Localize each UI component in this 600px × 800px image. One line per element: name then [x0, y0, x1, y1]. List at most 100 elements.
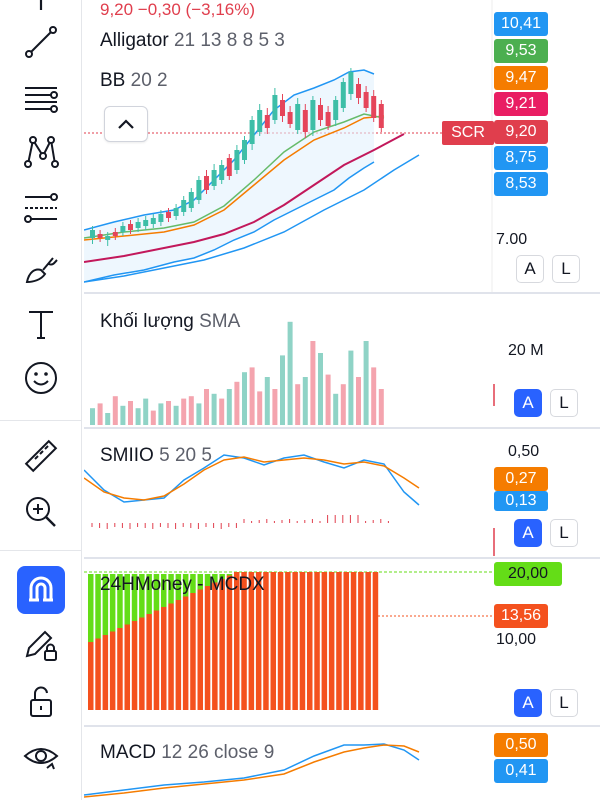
- mcdx-orange-bar: [146, 614, 152, 710]
- volume-axis-label: 20 M: [508, 342, 544, 359]
- emoji-tool-icon[interactable]: [17, 354, 65, 402]
- volume-name: Khối lượng: [100, 311, 194, 332]
- pane-divider[interactable]: [84, 725, 600, 727]
- mcdx-tag-value: 13,56: [494, 604, 548, 628]
- mcdx-green-bar: [109, 574, 116, 632]
- pane-divider[interactable]: [84, 292, 600, 294]
- candle-body: [150, 218, 156, 224]
- chart-area[interactable]: 9,20 −0,30 (−3,16%) Alligator 21 13 8 8 …: [84, 0, 600, 800]
- volume-bar: [158, 403, 164, 425]
- mcdx-orange-bar: [109, 631, 116, 710]
- zoom-in-tool-icon[interactable]: [17, 488, 65, 536]
- candle-body: [333, 100, 339, 120]
- mcdx-orange-bar: [161, 607, 167, 710]
- parallel-lines-tool-icon[interactable]: [17, 74, 65, 122]
- mcdx-green-bar: [161, 574, 167, 607]
- macd-legend[interactable]: MACD 12 26 close 9: [100, 742, 274, 764]
- pane-divider[interactable]: [84, 427, 600, 429]
- mcdx-green-bar: [95, 574, 101, 639]
- mcdx-orange-bar: [219, 579, 225, 710]
- pane-divider[interactable]: [84, 557, 600, 559]
- candle-body: [97, 234, 103, 238]
- mcdx-orange-bar: [285, 572, 291, 710]
- volume-bar: [196, 403, 202, 425]
- macd-signal-line: [84, 744, 420, 798]
- bb-name: BB: [100, 70, 126, 91]
- pattern-tool-icon[interactable]: [17, 128, 65, 176]
- mcdx-orange-bar: [131, 621, 138, 710]
- line-tool-icon[interactable]: [17, 18, 65, 66]
- candle-body: [287, 112, 293, 124]
- mcdx-green-bar: [212, 574, 218, 583]
- smiio-auto-scale-button[interactable]: A: [514, 519, 542, 547]
- volume-bar: [143, 398, 149, 425]
- candle-body: [325, 112, 331, 126]
- candle-body: [363, 92, 369, 108]
- volume-bar: [310, 341, 316, 425]
- mcdx-green-bar: [102, 574, 109, 635]
- unlock-tool-icon[interactable]: [17, 678, 65, 726]
- mcdx-green-bar: [146, 574, 152, 614]
- mcdx-orange-bar: [372, 572, 379, 710]
- eye-tool-icon[interactable]: [17, 732, 65, 780]
- mcdx-orange-bar: [299, 572, 306, 710]
- volume-bar: [264, 377, 270, 425]
- volume-bar: [204, 389, 209, 425]
- price-tag-bb-basis: 9,47: [494, 66, 548, 90]
- candle-body: [272, 95, 278, 120]
- price-tag-bb-upper: 10,41: [494, 12, 548, 36]
- candle-body: [90, 230, 95, 238]
- candle-body: [242, 140, 247, 160]
- cursor-tool-icon[interactable]: [17, 0, 65, 42]
- brush-tool-icon[interactable]: [17, 244, 65, 292]
- magnet-tool-icon[interactable]: [17, 566, 65, 614]
- bb-legend[interactable]: BB 20 2: [100, 70, 168, 92]
- mcdx-orange-bar: [241, 572, 247, 710]
- drawing-toolbar: [0, 0, 82, 800]
- mcdx-green-bar: [219, 574, 225, 579]
- price-tag-alligator-teeth: 9,21: [494, 92, 548, 116]
- volume-bar: [211, 393, 217, 425]
- text-tool-icon[interactable]: [17, 300, 65, 348]
- candle-body: [226, 158, 232, 176]
- mcdx-log-scale-button[interactable]: L: [550, 689, 578, 717]
- smiio-params: 5 20 5: [159, 445, 212, 466]
- smiio-log-scale-button[interactable]: L: [550, 519, 578, 547]
- volume-bar: [363, 341, 369, 425]
- fib-tool-icon[interactable]: [17, 184, 65, 232]
- candle-body: [166, 212, 171, 218]
- lock-drawing-tool-icon[interactable]: [17, 620, 65, 668]
- bb-params: 20 2: [130, 70, 168, 91]
- volume-bar: [272, 389, 278, 425]
- mcdx-orange-bar: [307, 572, 313, 710]
- volume-bar: [249, 367, 255, 425]
- bb-basis-line: [84, 115, 385, 241]
- ohlc-readout: 9,20 −0,30 (−3,16%): [100, 0, 256, 19]
- ruler-tool-icon[interactable]: [17, 432, 65, 480]
- mcdx-auto-scale-button[interactable]: A: [514, 689, 542, 717]
- smiio-legend[interactable]: SMIIO 5 20 5: [100, 445, 212, 467]
- candle-body: [120, 226, 126, 232]
- chart-canvas[interactable]: [84, 0, 600, 800]
- volume-auto-scale-button[interactable]: A: [514, 389, 542, 417]
- candle-body: [211, 170, 217, 186]
- volume-bar: [150, 410, 156, 425]
- volume-bar: [287, 321, 293, 425]
- volume-bar: [105, 413, 111, 425]
- alligator-name: Alligator: [100, 30, 169, 51]
- volume-bar: [166, 401, 171, 425]
- mcdx-orange-bar: [212, 582, 218, 710]
- smiio-axis-label: 0,50: [508, 443, 540, 460]
- candle-body: [371, 96, 377, 118]
- volume-log-scale-button[interactable]: L: [550, 389, 578, 417]
- mcdx-orange-bar: [365, 572, 371, 710]
- volume-legend[interactable]: Khối lượng SMA: [100, 311, 240, 333]
- alligator-legend[interactable]: Alligator 21 13 8 8 5 3: [100, 30, 285, 52]
- volume-sma-label: SMA: [199, 311, 241, 332]
- macd-tag-value: 0,41: [494, 759, 548, 783]
- candle-body: [234, 150, 240, 170]
- price-log-scale-button[interactable]: L: [552, 255, 580, 283]
- collapse-legend-button[interactable]: [104, 106, 148, 142]
- mcdx-legend[interactable]: 24HMoney - MCDX: [100, 574, 265, 595]
- price-auto-scale-button[interactable]: A: [516, 255, 544, 283]
